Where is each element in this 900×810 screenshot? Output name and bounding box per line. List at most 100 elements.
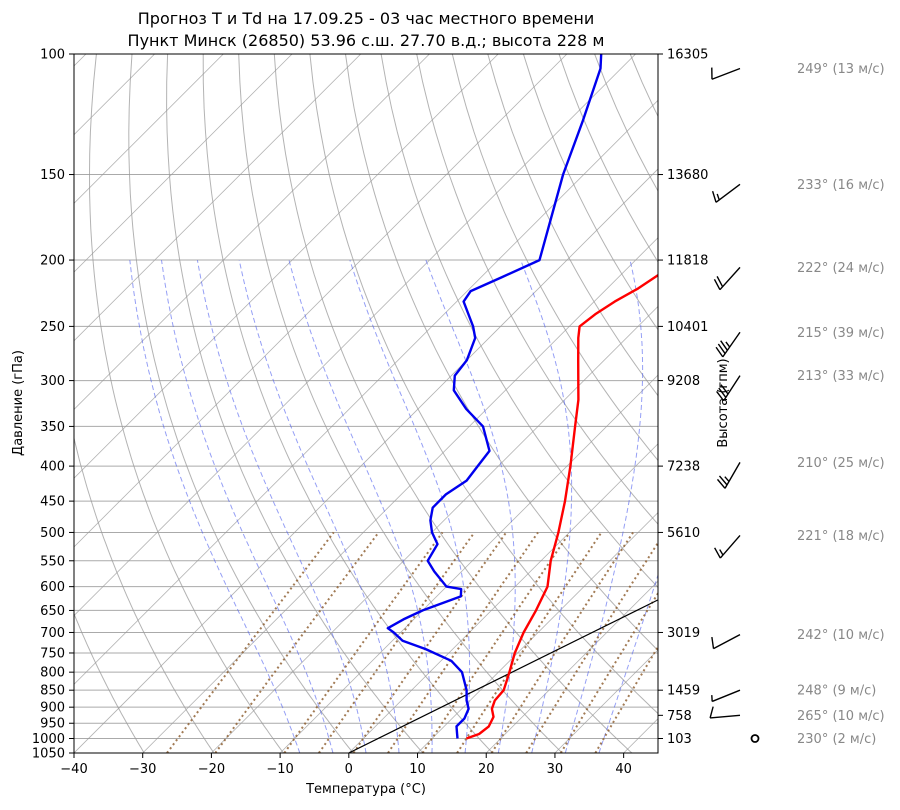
wind-barbs: 249° (13 м/с) 233° (16 м/с) 222° (24 м/с) 2… [710, 62, 884, 747]
y-tick-label: 650 [40, 604, 65, 619]
barb-staff [712, 690, 740, 701]
x-tick-label: −20 [198, 762, 225, 777]
y-tick-label: 1000 [32, 732, 65, 747]
y-tick-label: 800 [40, 666, 65, 681]
wind-label: 249° (13 м/с) [797, 62, 885, 77]
dry-adiabat [666, 54, 900, 753]
y-tick-label: 500 [40, 526, 65, 541]
isotherm-line [5, 54, 704, 753]
chart-title-line1: Прогноз T и Td на 17.09.25 - 03 час мест… [138, 9, 594, 28]
wind-barb [712, 690, 740, 701]
dry-adiabat [844, 54, 900, 753]
height-tick-label: 5610 [667, 526, 700, 541]
y-tick-label: 600 [40, 580, 65, 595]
x-tick-label: −40 [60, 762, 87, 777]
chart-title-line2: Пункт Минск (26850) 53.96 с.ш. 27.70 в.д… [128, 31, 605, 50]
dry-adiabat [595, 54, 900, 753]
plot-data [349, 54, 900, 753]
moist-adiabat [599, 260, 732, 753]
calm-wind-circle [752, 735, 759, 742]
y-tick-label: 950 [40, 717, 65, 732]
barb-staff [714, 635, 740, 649]
dry-adiabat [239, 54, 563, 753]
dry-adiabat [523, 54, 900, 753]
y-tick-label: 350 [40, 420, 65, 435]
isotherm-line [349, 54, 900, 753]
x-tick-label: 30 [547, 762, 564, 777]
barb-staff [712, 69, 740, 80]
dry-adiabat [310, 54, 702, 753]
wind-barb [717, 462, 740, 488]
wind-label: 222° (24 м/с) [797, 261, 885, 276]
series-line-Td [388, 54, 601, 739]
wind-label: 265° (10 м/с) [797, 709, 885, 724]
dry-adiabat [488, 54, 900, 753]
mixing-ratio-line [423, 532, 570, 753]
y-tick-label: 900 [40, 701, 65, 716]
y-tick-label: 100 [40, 48, 65, 63]
dry-adiabat [879, 54, 900, 753]
isotherm-line [0, 54, 223, 753]
height-tick-label: 1459 [667, 684, 700, 699]
isotherm-line [486, 54, 900, 753]
dry-adiabat [129, 54, 353, 753]
isotherm-line [418, 54, 900, 753]
y-tick-label: 150 [40, 168, 65, 183]
barb-full [715, 548, 721, 558]
wind-label: 210° (25 м/с) [797, 456, 885, 471]
x-axis-label: Температура (°C) [305, 782, 426, 797]
wind-barb [714, 267, 740, 289]
y-tick-label: 400 [40, 460, 65, 475]
dry-adiabat [346, 54, 772, 753]
reference-line [349, 443, 900, 753]
barb-half [725, 477, 729, 482]
dry-adiabat [630, 54, 900, 753]
y-tick-label: 850 [40, 684, 65, 699]
wind-label: 233° (16 м/с) [797, 178, 885, 193]
wind-label: 248° (9 м/с) [797, 684, 876, 699]
isotherm-line [211, 54, 900, 753]
barb-full [713, 191, 716, 202]
y-tick-label: 450 [40, 495, 65, 510]
height-tick-label: 16305 [667, 48, 708, 63]
wind-barb [752, 735, 759, 742]
wind-barb [712, 68, 740, 80]
height-tick-label: 9208 [667, 374, 700, 389]
x-tick-label: 40 [615, 762, 632, 777]
barb-staff [710, 715, 740, 718]
moist-adiabat [289, 260, 432, 753]
moist-adiabat [239, 260, 399, 753]
moist-adiabat [426, 260, 515, 753]
dry-adiabat [737, 54, 900, 753]
height-tick-label: 7238 [667, 460, 700, 475]
wind-barb [712, 635, 740, 649]
isotherm-line [0, 54, 636, 753]
wind-barb [715, 535, 740, 558]
x-tick-label: 10 [409, 762, 426, 777]
wind-barb [713, 184, 740, 202]
wind-label: 230° (2 м/с) [797, 732, 876, 747]
wind-barb [716, 332, 740, 357]
dry-adiabat [808, 54, 900, 753]
isotherm-line [280, 54, 900, 753]
y-tick-label: 250 [40, 320, 65, 335]
dry-adiabat [381, 54, 841, 753]
dry-adiabat [49, 54, 214, 753]
plot-frame [74, 54, 658, 753]
height-tick-label: 103 [667, 732, 692, 747]
height-tick-label: 3019 [667, 626, 700, 641]
y-tick-label: 700 [40, 626, 65, 641]
x-tick-label: −10 [266, 762, 293, 777]
dry-adiabat [773, 54, 900, 753]
y-tick-label: 200 [40, 254, 65, 269]
wind-barb [710, 707, 740, 718]
isotherm-line [624, 54, 900, 753]
x-tick-label: 20 [478, 762, 495, 777]
height-tick-label: 11818 [667, 254, 708, 269]
wind-label: 242° (10 м/с) [797, 628, 885, 643]
dry-adiabat [452, 54, 900, 753]
moist-adiabat [197, 260, 366, 753]
y-tick-label: 550 [40, 554, 65, 569]
